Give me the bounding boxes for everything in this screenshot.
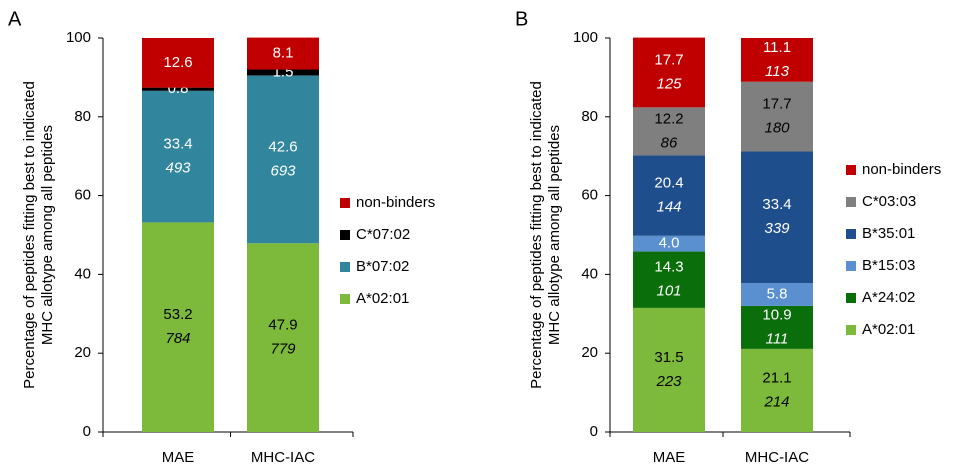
x-tick-label: MAE xyxy=(162,449,195,466)
y-tick-label: 60 xyxy=(581,187,598,204)
legend-swatch xyxy=(340,262,350,272)
count-label: 339 xyxy=(764,220,790,237)
y-axis-title: Percentage of peptides fitting best to i… xyxy=(528,81,545,389)
data-label: 5.8 xyxy=(767,285,788,302)
legend-swatch xyxy=(846,261,856,271)
legend-swatch xyxy=(846,293,856,303)
bar-segment xyxy=(633,307,705,432)
y-tick-label: 20 xyxy=(74,344,91,361)
data-label: 17.7 xyxy=(654,51,683,68)
legend-label: A*02:01 xyxy=(862,321,915,338)
data-label: 12.6 xyxy=(163,54,192,71)
y-axis-title: MHC allotype among all peptides xyxy=(546,125,563,345)
x-tick-label: MAE xyxy=(653,449,686,466)
y-axis-title: Percentage of peptides fitting best to i… xyxy=(21,81,38,389)
data-label: 20.4 xyxy=(654,175,683,192)
y-tick-label: 0 xyxy=(590,423,598,440)
legend-label: A*24:02 xyxy=(862,289,915,306)
legend-label: non-binders xyxy=(862,161,941,178)
count-label: 180 xyxy=(764,120,790,137)
legend-label: B*35:01 xyxy=(862,225,915,242)
data-label: 33.4 xyxy=(163,136,192,153)
count-label: 144 xyxy=(656,199,681,216)
bar-segment xyxy=(741,305,813,349)
count-label: 111 xyxy=(766,330,789,347)
data-label: 12.2 xyxy=(654,110,683,127)
x-tick-label: MHC-IAC xyxy=(251,449,315,466)
data-label: 17.7 xyxy=(762,96,791,113)
legend-label: B*15:03 xyxy=(862,257,915,274)
count-label: 223 xyxy=(655,373,682,390)
count-label: 779 xyxy=(270,341,296,358)
legend-swatch xyxy=(340,294,350,304)
y-tick-label: 100 xyxy=(66,29,91,46)
count-label: 101 xyxy=(656,283,681,300)
data-label: 53.2 xyxy=(163,306,192,323)
legend-swatch xyxy=(340,198,350,208)
legend-label: B*07:02 xyxy=(356,258,409,275)
data-label: 11.1 xyxy=(763,39,791,56)
data-label: 10.9 xyxy=(762,306,791,323)
bar-segment xyxy=(633,251,705,308)
y-tick-label: 20 xyxy=(581,344,598,361)
bar-segment xyxy=(741,38,813,82)
bar-segment xyxy=(247,37,319,70)
data-label: 31.5 xyxy=(654,349,683,366)
data-label: 42.6 xyxy=(268,138,297,155)
legend-swatch xyxy=(846,165,856,175)
data-label: 21.1 xyxy=(762,369,791,386)
legend-swatch xyxy=(846,325,856,335)
y-tick-label: 60 xyxy=(74,187,91,204)
legend-swatch xyxy=(846,229,856,239)
panel-label: B xyxy=(515,8,528,30)
count-label: 125 xyxy=(656,75,682,92)
y-tick-label: 40 xyxy=(581,265,598,282)
bar-segment xyxy=(741,283,813,306)
count-label: 493 xyxy=(165,160,191,177)
bar-segment xyxy=(633,155,705,236)
bar-segment xyxy=(741,81,813,152)
bar-segment xyxy=(633,107,705,156)
legend-label: A*02:01 xyxy=(356,290,409,307)
legend-label: non-binders xyxy=(356,194,435,211)
data-label: 8.1 xyxy=(273,45,294,62)
legend-label: C*03:03 xyxy=(862,193,916,210)
bar-segment xyxy=(741,348,813,432)
y-tick-label: 40 xyxy=(74,265,91,282)
y-tick-label: 0 xyxy=(83,423,91,440)
legend-swatch xyxy=(340,230,350,240)
bar-segment xyxy=(247,75,319,244)
count-label: 113 xyxy=(765,63,790,80)
x-tick-label: MHC-IAC xyxy=(745,449,809,466)
data-label: 33.4 xyxy=(762,196,791,213)
bar-segment xyxy=(741,151,813,284)
bar-segment xyxy=(142,222,214,432)
bar-segment xyxy=(142,38,214,88)
count-label: 214 xyxy=(763,393,789,410)
legend-swatch xyxy=(846,197,856,207)
data-label: 14.3 xyxy=(654,259,683,276)
y-tick-label: 100 xyxy=(573,29,598,46)
count-label: 86 xyxy=(661,134,678,151)
data-label: 47.9 xyxy=(268,317,297,334)
bar-segment xyxy=(142,87,214,91)
legend-label: C*07:02 xyxy=(356,226,410,243)
bar-segment xyxy=(142,90,214,223)
data-label: 4.0 xyxy=(659,235,680,252)
y-tick-label: 80 xyxy=(581,108,598,125)
bar-segment xyxy=(247,243,319,432)
count-label: 693 xyxy=(270,162,296,179)
bar-segment xyxy=(633,37,705,108)
bar-segment xyxy=(633,235,705,252)
panel-label: A xyxy=(8,8,22,30)
y-axis-title: MHC allotype among all peptides xyxy=(39,125,56,345)
bar-segment xyxy=(247,69,319,76)
y-tick-label: 80 xyxy=(74,108,91,125)
count-label: 784 xyxy=(165,330,190,347)
